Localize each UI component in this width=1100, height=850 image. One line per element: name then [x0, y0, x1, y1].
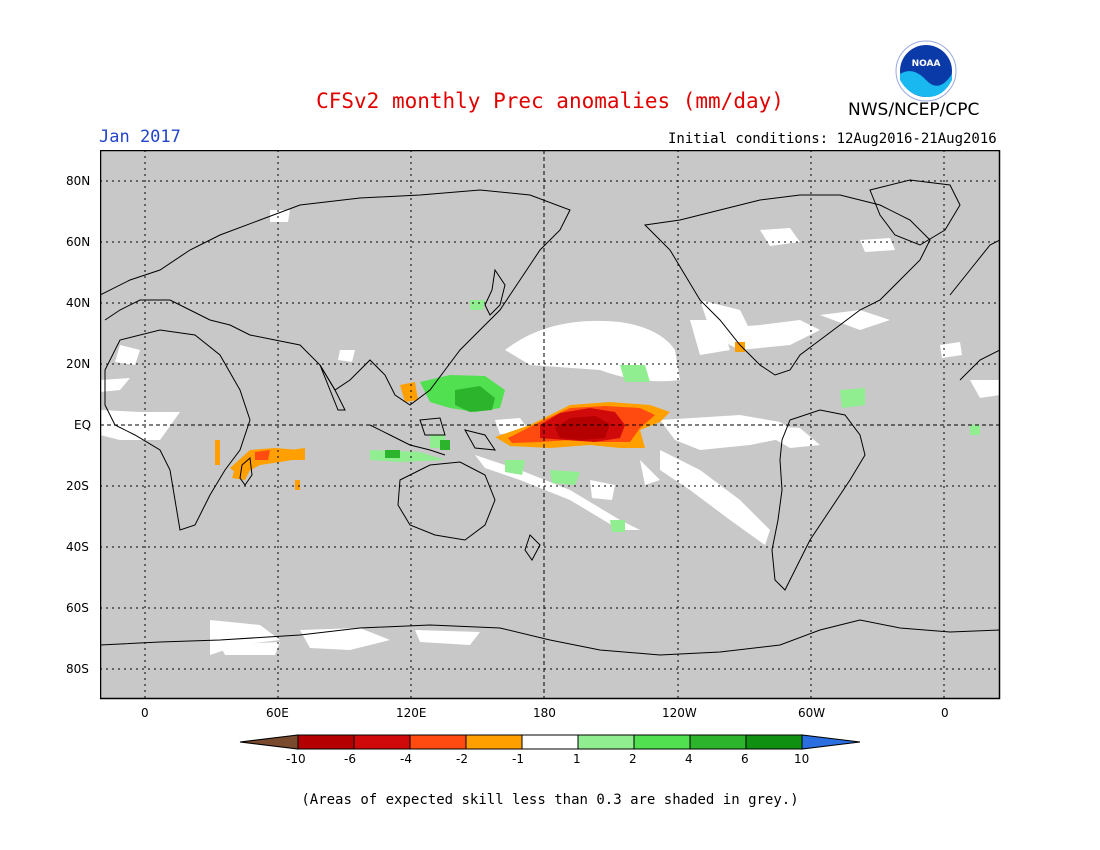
legend-tick: 6	[741, 752, 749, 766]
lat-label: EQ	[74, 418, 92, 432]
legend-bin	[633, 734, 691, 750]
legend-bin	[465, 734, 523, 750]
legend-bin	[745, 734, 803, 750]
precip-anomaly-map	[100, 150, 1001, 700]
color-legend	[239, 734, 861, 750]
legend-bin-over	[801, 734, 861, 750]
wet-anomaly-west-pacific	[420, 375, 505, 412]
legend-bin-under	[239, 734, 299, 750]
wet-anomaly-spots	[385, 440, 450, 458]
legend-bin	[521, 734, 579, 750]
lon-label: 180	[533, 706, 556, 720]
legend-bin	[577, 734, 635, 750]
forecast-period: Jan 2017	[99, 127, 181, 147]
legend-bin	[297, 734, 355, 750]
legend-tick: -2	[456, 752, 468, 766]
indian-ocean-dry-core	[255, 450, 270, 460]
legend-tick: 10	[794, 752, 810, 766]
gulf-dry-spot	[735, 342, 745, 352]
lon-label: 0	[141, 706, 149, 720]
dry-anomaly-extreme	[555, 416, 610, 440]
lat-label: 40S	[66, 540, 89, 554]
initial-conditions: Initial conditions: 12Aug2016-21Aug2016	[668, 131, 997, 147]
legend-tick: 4	[685, 752, 693, 766]
logo-text: NOAA	[912, 59, 941, 69]
lat-label: 20S	[66, 479, 89, 493]
indian-ocean-dry-spots	[215, 382, 418, 490]
map-gridlines	[100, 150, 1000, 699]
map-frame	[100, 150, 1001, 700]
legend-tick: -4	[400, 752, 412, 766]
lon-label: 60E	[266, 706, 289, 720]
lat-label: 80N	[66, 174, 91, 188]
lat-label: 60S	[66, 601, 89, 615]
lat-label: 80S	[66, 662, 89, 676]
near-zero-areas	[100, 210, 1000, 655]
legend-bin	[689, 734, 747, 750]
lat-label: 60N	[66, 235, 91, 249]
legend-tick: 1	[573, 752, 581, 766]
legend-tick: -1	[512, 752, 524, 766]
continent-outlines	[100, 179, 1000, 656]
legend-bin	[353, 734, 411, 750]
legend-tick: 2	[629, 752, 637, 766]
legend-tick: -6	[344, 752, 356, 766]
lon-label: 120E	[396, 706, 427, 720]
chart-title: CFSv2 monthly Prec anomalies (mm/day)	[316, 89, 784, 113]
lon-label: 120W	[662, 706, 697, 720]
legend-tick: -10	[286, 752, 306, 766]
noaa-logo-icon: NOAA	[895, 40, 957, 102]
agency-label: NWS/NCEP/CPC	[848, 100, 980, 120]
lon-label: 0	[941, 706, 949, 720]
footnote: (Areas of expected skill less than 0.3 a…	[301, 792, 799, 808]
lon-label: 60W	[798, 706, 826, 720]
lat-label: 40N	[66, 296, 91, 310]
lat-label: 20N	[66, 357, 91, 371]
legend-bin	[409, 734, 467, 750]
equator-dateline	[100, 150, 1000, 699]
